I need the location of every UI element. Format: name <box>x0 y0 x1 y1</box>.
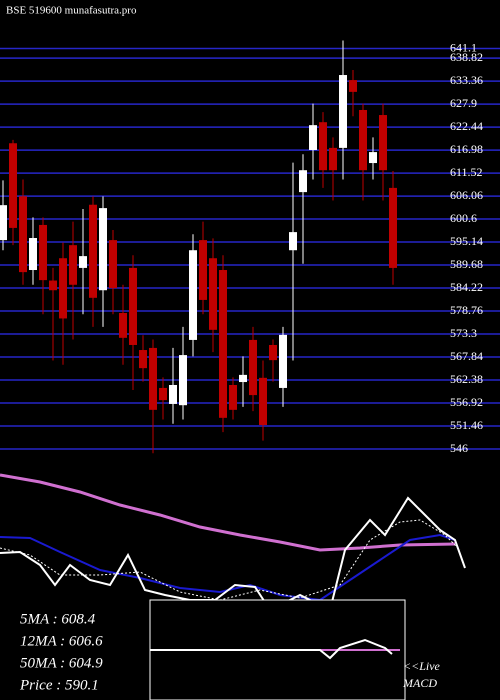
candle-body <box>329 147 337 171</box>
ma-line-50 <box>0 473 456 552</box>
candle-body <box>259 377 267 425</box>
candle-body <box>219 270 227 418</box>
candle-body <box>139 350 147 369</box>
y-tick-label: 600.6 <box>450 211 477 225</box>
y-tick-label: 584.22 <box>450 280 483 294</box>
live-link[interactable]: <<Live <box>403 659 441 673</box>
y-tick-label: 611.52 <box>450 165 483 179</box>
ma50-text: 50MA : 604.9 <box>20 655 103 671</box>
candle-body <box>9 143 17 228</box>
candle-body <box>29 238 37 271</box>
candle-body <box>389 187 397 268</box>
y-tick-label: 641.1 <box>450 40 477 54</box>
candle-body <box>309 125 317 150</box>
candle-body <box>179 355 187 406</box>
candle-body <box>0 205 7 241</box>
candle-body <box>79 256 87 268</box>
candle-body <box>269 344 277 361</box>
candle-body <box>69 245 77 285</box>
candle-body <box>169 384 177 404</box>
candle-body <box>159 387 167 401</box>
candle-body <box>299 170 307 193</box>
candle-body <box>279 334 287 388</box>
candle-body <box>339 75 347 148</box>
candle-body <box>379 115 387 171</box>
candle-body <box>359 109 367 171</box>
price-text: Price : 590.1 <box>19 677 99 693</box>
y-tick-label: 589.68 <box>450 257 483 271</box>
y-tick-label: 578.76 <box>450 303 483 317</box>
candle-body <box>89 204 97 298</box>
y-tick-label: 633.36 <box>450 73 483 87</box>
ma5-text: 5MA : 608.4 <box>20 611 96 627</box>
y-tick-label: 573.3 <box>450 326 477 340</box>
y-tick-label: 556.92 <box>450 395 483 409</box>
candle-body <box>349 80 357 92</box>
candle-body <box>119 312 127 338</box>
candle-body <box>19 196 27 273</box>
ma-line-5 <box>0 496 466 612</box>
y-tick-label: 622.44 <box>450 119 483 133</box>
chart-title: BSE 519600 munafasutra.pro <box>6 5 137 17</box>
ma12-text: 12MA : 606.6 <box>20 633 103 649</box>
y-tick-label: 595.14 <box>450 234 483 248</box>
candle-body <box>369 152 377 164</box>
macd-label: MACD <box>402 676 437 690</box>
candle-body <box>289 232 297 251</box>
y-tick-label: 551.46 <box>450 418 483 432</box>
candle-body <box>59 258 67 319</box>
y-tick-label: 627.9 <box>450 96 477 110</box>
candle-body <box>99 208 107 291</box>
candle-body <box>239 374 247 383</box>
candle-body <box>209 258 217 330</box>
y-tick-label: 616.98 <box>450 142 483 156</box>
macd-line <box>150 638 393 660</box>
candle-body <box>189 250 197 340</box>
ma-line-12 <box>0 533 456 602</box>
y-tick-label: 562.38 <box>450 372 483 386</box>
y-tick-label: 546 <box>450 441 468 455</box>
ma-line-signal <box>0 519 461 601</box>
candle-body <box>249 339 257 396</box>
candle-body <box>149 347 157 410</box>
candle-body <box>49 280 57 291</box>
candle-body <box>229 384 237 410</box>
candle-body <box>129 267 137 345</box>
candle-body <box>39 224 47 281</box>
y-tick-label: 567.84 <box>450 349 483 363</box>
y-tick-label: 638.82 <box>450 50 483 64</box>
y-tick-label: 606.06 <box>450 188 483 202</box>
candle-body <box>109 240 117 289</box>
candle-body <box>199 240 207 300</box>
candle-body <box>319 122 327 171</box>
